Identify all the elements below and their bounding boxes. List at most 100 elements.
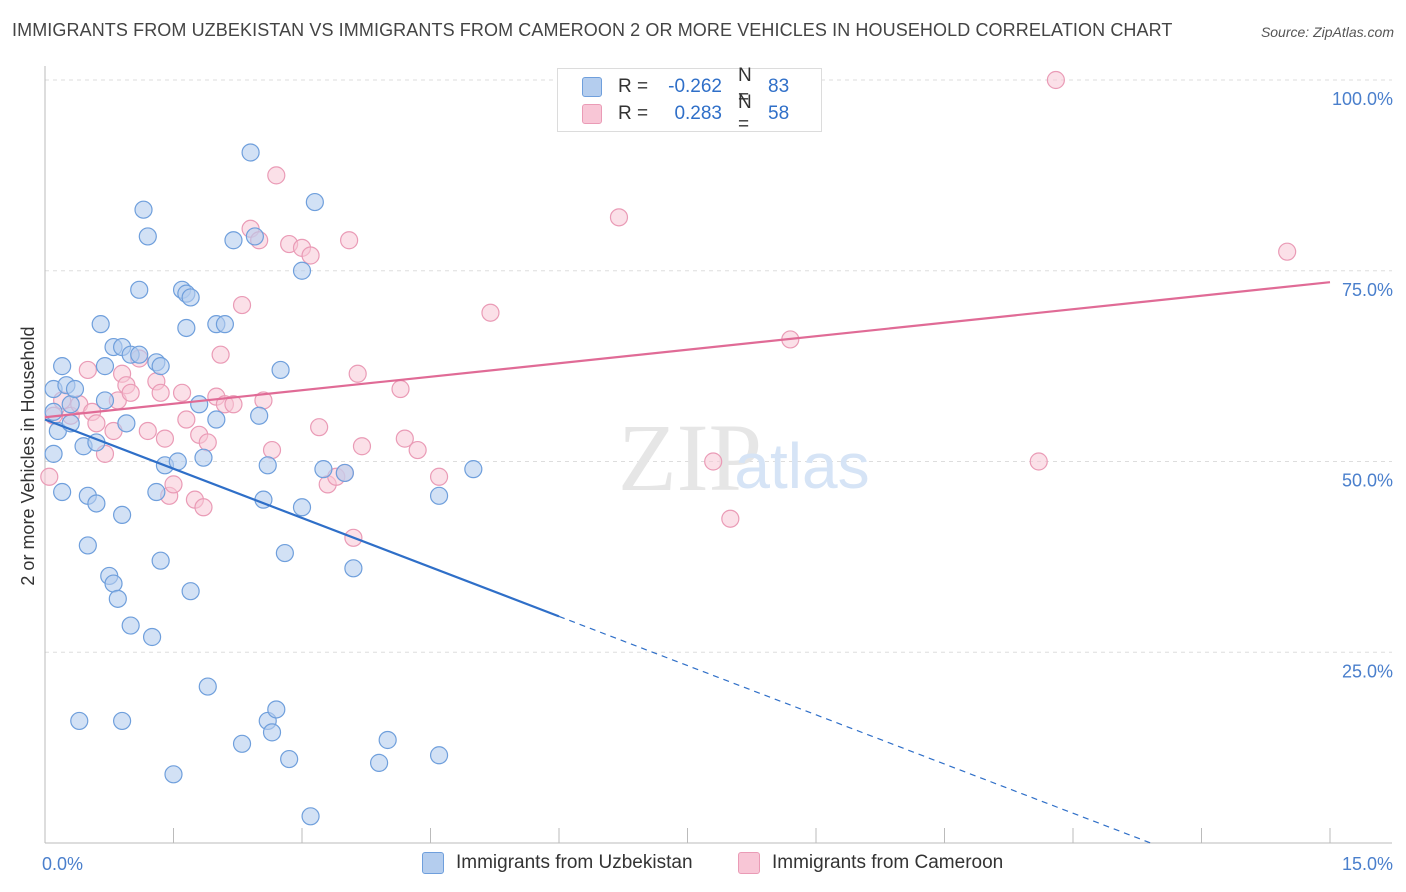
point-cameroon <box>172 383 192 402</box>
point-uzbekistan <box>224 231 243 250</box>
point-uzbekistan <box>245 227 264 246</box>
trendline-uzbekistan <box>44 418 560 618</box>
point-uzbekistan <box>207 410 226 429</box>
point-uzbekistan <box>190 395 209 414</box>
point-cameroon <box>155 429 175 448</box>
point-cameroon <box>198 433 217 452</box>
legend-row-uzbekistan: R = -0.262 N = 83 <box>582 65 790 108</box>
point-uzbekistan <box>164 765 183 784</box>
bottom-legend-swatch-blue <box>422 852 444 874</box>
legend-swatch-pink <box>582 104 602 124</box>
trendline-uzbekistan-extrapolated <box>558 615 1151 844</box>
correlation-legend: R = -0.262 N = 83 R = 0.283 N = 58 <box>557 65 822 135</box>
y-tick-label: 50.0% <box>1342 471 1393 491</box>
legend-r-label: R = <box>618 103 649 124</box>
point-uzbekistan <box>112 505 132 525</box>
point-cameroon <box>721 509 740 528</box>
point-uzbekistan <box>181 582 200 601</box>
point-uzbekistan <box>262 723 282 742</box>
point-uzbekistan <box>301 807 320 826</box>
point-cameroon <box>40 467 59 486</box>
y-tick-label: 25.0% <box>1342 661 1393 681</box>
point-uzbekistan <box>335 463 354 483</box>
point-uzbekistan <box>215 315 234 334</box>
legend-n-label: N = <box>738 65 752 108</box>
y-tick-label: 100.0% <box>1332 89 1393 109</box>
point-cameroon <box>164 475 183 494</box>
point-uzbekistan <box>177 318 196 338</box>
point-uzbekistan <box>250 406 269 425</box>
point-cameroon <box>211 345 230 364</box>
point-uzbekistan <box>370 753 389 772</box>
point-uzbekistan <box>292 261 312 280</box>
point-uzbekistan <box>142 627 162 647</box>
point-uzbekistan <box>134 200 153 219</box>
watermark-zip: ZIP <box>618 404 762 511</box>
x-tick-label-min: 0.0% <box>42 854 83 874</box>
legend-swatch-blue <box>582 77 602 97</box>
point-cameroon <box>87 414 106 433</box>
point-cameroon <box>395 429 414 448</box>
point-cameroon <box>429 467 449 486</box>
point-uzbekistan <box>70 711 89 731</box>
point-uzbekistan <box>464 460 483 479</box>
point-cameroon <box>310 418 329 437</box>
point-uzbekistan <box>138 227 157 246</box>
point-uzbekistan <box>65 379 85 399</box>
point-uzbekistan <box>232 734 252 753</box>
point-uzbekistan <box>275 543 294 563</box>
point-cameroon <box>1278 242 1297 261</box>
point-uzbekistan <box>130 280 149 299</box>
bottom-legend-swatch-pink <box>738 852 760 874</box>
point-cameroon <box>340 231 359 250</box>
source-label: Source: ZipAtlas.com <box>1260 24 1394 40</box>
y-axis-title: 2 or more Vehicles in Household <box>18 326 38 585</box>
point-uzbekistan <box>271 360 290 380</box>
point-uzbekistan <box>292 498 312 517</box>
point-uzbekistan <box>87 494 106 513</box>
point-uzbekistan <box>181 288 200 307</box>
point-uzbekistan <box>258 456 277 475</box>
point-uzbekistan <box>429 746 449 765</box>
legend-r-value: 0.283 <box>674 103 722 124</box>
point-uzbekistan <box>429 486 449 505</box>
legend-n-label: N = <box>738 92 752 135</box>
point-uzbekistan <box>53 482 72 502</box>
point-uzbekistan <box>44 444 63 463</box>
point-uzbekistan <box>151 551 170 570</box>
legend-n-value: 58 <box>768 103 790 124</box>
bottom-legend-label-uzbekistan: Immigrants from Uzbekistan <box>456 852 693 873</box>
point-uzbekistan <box>121 616 140 635</box>
legend-r-label: R = <box>618 76 649 97</box>
legend-n-value: 83 <box>768 76 790 97</box>
point-cameroon <box>232 295 252 315</box>
point-cameroon <box>121 383 140 402</box>
point-uzbekistan <box>104 574 123 593</box>
point-uzbekistan <box>198 677 217 696</box>
point-cameroon <box>348 364 367 383</box>
point-cameroon <box>151 383 170 402</box>
y-tick-label: 75.0% <box>1342 280 1393 300</box>
point-cameroon <box>1029 452 1048 471</box>
point-uzbekistan <box>95 391 115 410</box>
watermark-atlas: atlas <box>734 430 869 502</box>
point-uzbekistan <box>305 192 324 212</box>
point-uzbekistan <box>344 559 363 578</box>
point-cameroon <box>262 440 282 460</box>
chart-title: IMMIGRANTS FROM UZBEKISTAN VS IMMIGRANTS… <box>12 20 1173 40</box>
point-cameroon <box>301 246 320 265</box>
point-cameroon <box>704 452 723 471</box>
point-uzbekistan <box>117 414 136 433</box>
point-cameroon <box>391 379 410 399</box>
point-cameroon <box>481 303 500 322</box>
point-uzbekistan <box>267 700 286 719</box>
point-cameroon <box>267 166 286 185</box>
point-cameroon <box>352 437 372 456</box>
point-cameroon <box>224 395 243 414</box>
point-uzbekistan <box>108 589 127 608</box>
point-uzbekistan <box>91 315 110 334</box>
point-uzbekistan <box>314 460 333 479</box>
point-uzbekistan <box>194 448 213 467</box>
trendline-cameroon <box>44 281 1331 419</box>
